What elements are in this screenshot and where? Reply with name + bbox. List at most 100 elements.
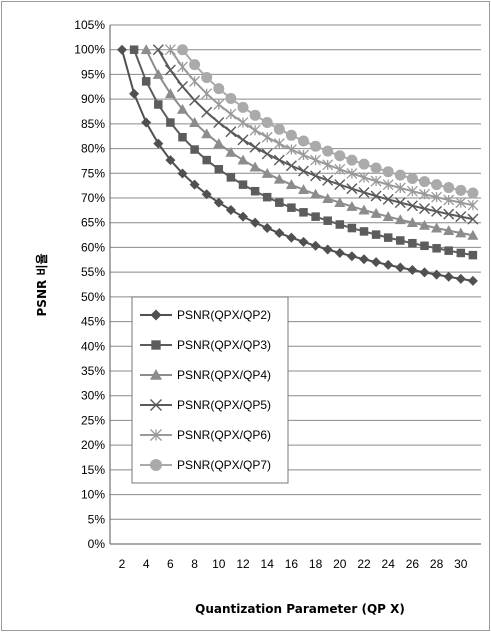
data-point (151, 340, 161, 350)
data-point (346, 167, 358, 179)
data-point (419, 267, 430, 278)
data-point (225, 205, 236, 216)
data-point (443, 225, 455, 235)
data-point (250, 186, 260, 196)
data-point (371, 230, 381, 239)
data-point (358, 186, 370, 198)
data-point (226, 173, 236, 182)
data-point (359, 254, 369, 265)
data-point (383, 259, 394, 270)
data-point (261, 131, 273, 143)
y-tick-label: 105% (74, 18, 105, 32)
data-point (213, 138, 225, 149)
data-point (237, 134, 249, 146)
data-point (467, 187, 479, 199)
data-point (189, 117, 201, 127)
data-point (310, 154, 322, 166)
data-point (285, 160, 297, 172)
data-point (346, 251, 357, 262)
data-point (334, 179, 346, 191)
data-point (382, 179, 394, 191)
data-point (370, 162, 382, 174)
y-tick-label: 60% (81, 240, 105, 254)
legend-item: PSNR(QPX/QP2) (140, 308, 271, 322)
y-tick-label: 40% (81, 339, 105, 353)
data-point (273, 138, 285, 150)
data-point (431, 269, 442, 280)
data-point (177, 61, 188, 73)
y-tick-label: 90% (81, 92, 105, 106)
data-point (202, 155, 211, 165)
data-point (394, 214, 406, 225)
data-point (310, 170, 322, 182)
data-point (201, 88, 213, 100)
y-tick-label: 30% (81, 389, 105, 403)
data-point (310, 140, 322, 152)
data-point (406, 217, 418, 228)
y-tick-label: 100% (74, 43, 105, 57)
data-point (262, 192, 272, 202)
data-point (250, 217, 261, 228)
data-point (322, 174, 334, 186)
data-point (370, 175, 382, 187)
data-point (419, 203, 430, 215)
data-point (129, 88, 140, 99)
data-point (456, 248, 466, 258)
data-point (190, 145, 199, 154)
data-point (225, 126, 237, 138)
data-point (455, 211, 467, 223)
y-tick-label: 65% (81, 216, 105, 230)
x-tick-label: 2 (119, 557, 126, 571)
data-point (335, 220, 345, 229)
data-point (249, 109, 261, 121)
data-point (322, 193, 334, 203)
data-point (395, 262, 406, 273)
data-point (443, 182, 455, 194)
data-point (444, 246, 453, 255)
data-point (285, 144, 297, 155)
data-point (164, 44, 176, 56)
data-point (164, 88, 176, 99)
data-point (346, 200, 358, 211)
data-point (285, 179, 297, 190)
data-point (358, 171, 370, 183)
data-point (189, 59, 201, 71)
legend-label: PSNR(QPX/QP5) (177, 398, 271, 412)
data-point (467, 199, 479, 211)
data-point (310, 240, 321, 251)
y-tick-label: 85% (81, 117, 105, 131)
data-point (298, 184, 309, 195)
data-point (201, 71, 213, 83)
data-point (346, 154, 358, 166)
data-point (419, 176, 430, 188)
data-point (394, 169, 406, 181)
series-triangle (140, 44, 479, 240)
data-point (214, 165, 224, 174)
x-axis-label: Quantization Parameter (QP X) (195, 602, 405, 616)
data-point (358, 158, 370, 170)
legend-label: PSNR(QPX/QP2) (177, 308, 271, 322)
data-point (406, 185, 418, 197)
data-point (177, 81, 188, 93)
data-point (237, 117, 249, 129)
data-point (467, 229, 479, 240)
data-point (334, 247, 345, 258)
data-point (310, 188, 322, 199)
data-point (431, 179, 443, 191)
data-point (273, 154, 285, 166)
data-point (225, 93, 237, 105)
y-tick-label: 70% (81, 191, 105, 205)
data-point (396, 236, 405, 245)
data-point (201, 189, 212, 200)
data-point (406, 172, 418, 184)
data-point (334, 197, 346, 208)
data-point (273, 123, 285, 135)
data-point (443, 194, 455, 206)
data-point (249, 161, 261, 172)
series-diamond (117, 44, 478, 286)
data-point (382, 166, 394, 178)
x-tick-label: 12 (236, 557, 250, 571)
data-point (334, 163, 346, 175)
data-point (467, 213, 479, 225)
